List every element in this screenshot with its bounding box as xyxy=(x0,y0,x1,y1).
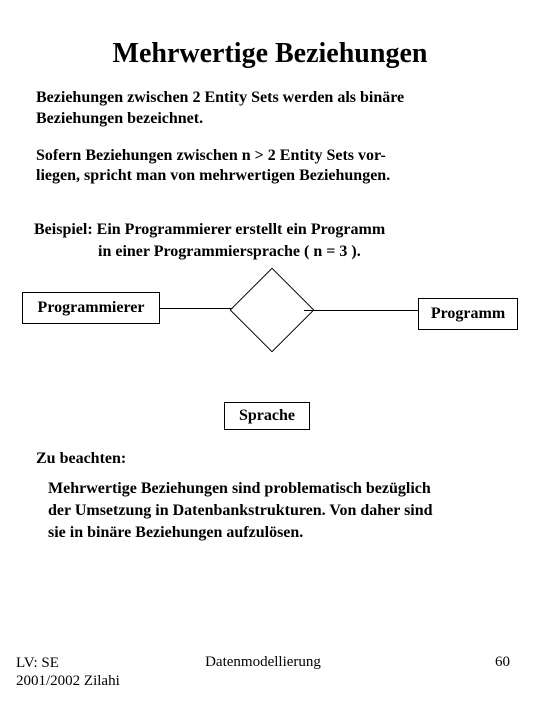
para2-line1: Sofern Beziehungen zwischen n > 2 Entity… xyxy=(36,146,504,167)
entity-bottom-wrap: Sprache xyxy=(32,402,508,430)
para1-line2: Beziehungen bezeichnet. xyxy=(36,109,504,130)
footer-author: 2001/2002 Zilahi xyxy=(16,672,120,690)
para2-line2: liegen, spricht man von mehrwertigen Bez… xyxy=(36,166,504,187)
beispiel: Beispiel: Ein Programmierer erstellt ein… xyxy=(32,219,508,262)
beispiel-line1: Beispiel: Ein Programmierer erstellt ein… xyxy=(34,219,508,241)
note-line2: der Umsetzung in Datenbankstrukturen. Vo… xyxy=(48,500,498,522)
para1-line1: Beziehungen zwischen 2 Entity Sets werde… xyxy=(36,88,504,109)
zubeachten-heading: Zu beachten: xyxy=(32,450,508,468)
page-title: Mehrwertige Beziehungen xyxy=(32,38,508,70)
edge-left xyxy=(160,308,240,309)
note-line1: Mehrwertige Beziehungen sind problematis… xyxy=(48,478,498,500)
er-diagram: Programmierer Programm xyxy=(32,292,508,372)
footer-lv: LV: SE xyxy=(16,654,120,672)
footer: LV: SE 2001/2002 Zilahi Datenmodellierun… xyxy=(16,654,510,690)
note-line3: sie in binäre Beziehungen aufzulösen. xyxy=(48,522,498,544)
footer-left: LV: SE 2001/2002 Zilahi xyxy=(16,654,120,690)
note-paragraph: Mehrwertige Beziehungen sind problematis… xyxy=(32,478,508,543)
entity-sprache: Sprache xyxy=(224,402,310,430)
entity-programm: Programm xyxy=(418,298,518,330)
relationship-diamond xyxy=(230,268,315,353)
footer-center: Datenmodellierung xyxy=(205,654,321,671)
beispiel-line2: in einer Programmiersprache ( n = 3 ). xyxy=(34,241,508,263)
edge-right xyxy=(304,310,418,311)
paragraph-2: Sofern Beziehungen zwischen n > 2 Entity… xyxy=(32,146,508,188)
entity-programmierer: Programmierer xyxy=(22,292,160,324)
paragraph-1: Beziehungen zwischen 2 Entity Sets werde… xyxy=(32,88,508,130)
footer-page-number: 60 xyxy=(495,654,510,671)
